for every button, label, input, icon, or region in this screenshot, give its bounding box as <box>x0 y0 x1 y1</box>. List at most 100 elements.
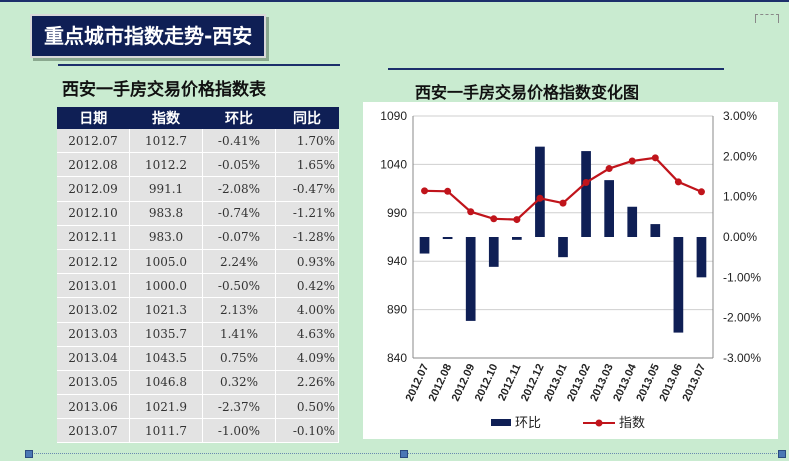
cell-date: 2013.01 <box>57 273 130 299</box>
cell-date: 2013.05 <box>57 370 130 396</box>
cell-yoy: 0.93% <box>275 249 339 275</box>
point-index <box>513 216 521 224</box>
cell-yoy: -0.10% <box>275 418 339 444</box>
cell-mom: -0.05% <box>202 152 276 178</box>
table-row: 2013.01 1000.0 -0.50% 0.42% <box>57 273 339 299</box>
chart-panel: 1090 1040 990 940 890 840 3.00% 2.00% 1.00% 0.00%… <box>363 102 778 439</box>
y-left-tick-label: 840 <box>387 351 407 365</box>
resize-handle-right[interactable] <box>778 450 786 458</box>
cell-yoy: 1.70% <box>275 129 339 154</box>
cell-date: 2012.11 <box>57 225 130 250</box>
cell-mom: -0.50% <box>202 273 276 299</box>
table-row: 2013.04 1043.5 0.75% 4.09% <box>57 346 339 371</box>
cell-yoy: 0.50% <box>275 394 339 420</box>
table-row: 2013.06 1021.9 -2.37% 0.50% <box>57 394 339 420</box>
cell-yoy: 0.42% <box>275 273 339 299</box>
point-index <box>697 188 705 196</box>
cell-index: 1000.0 <box>129 273 203 299</box>
y-right-tick-label: -3.00% <box>723 351 761 365</box>
cell-date: 2012.12 <box>57 249 130 275</box>
cell-yoy: -1.28% <box>275 225 339 250</box>
cell-yoy: -0.47% <box>275 176 339 202</box>
cell-index: 1012.2 <box>129 152 203 178</box>
cell-date: 2012.08 <box>57 152 130 178</box>
line-index <box>424 156 702 221</box>
cell-date: 2013.02 <box>57 297 130 323</box>
table-row: 2012.07 1012.7 -0.41% 1.70% <box>57 129 339 154</box>
cell-date: 2013.06 <box>57 394 130 420</box>
point-index <box>490 215 498 223</box>
y-right-tick-label: 3.00% <box>723 109 757 123</box>
bar-mom <box>650 224 661 237</box>
bar-mom <box>512 237 522 240</box>
table-row: 2012.10 983.8 -0.74% -1.21% <box>57 201 339 226</box>
cell-mom: -1.00% <box>202 418 276 444</box>
cell-date: 2013.04 <box>57 346 130 371</box>
cell-yoy: 4.63% <box>275 322 339 347</box>
header-yoy: 同比 <box>275 107 339 129</box>
corner-mark <box>755 14 779 23</box>
cell-yoy: 1.65% <box>275 152 339 178</box>
y-left-tick-label: 1090 <box>380 109 407 123</box>
point-index <box>444 187 452 195</box>
point-index <box>582 179 590 187</box>
chart-title: 西安一手房交易价格指数变化图 <box>415 83 640 102</box>
cell-index: 1011.7 <box>129 418 203 444</box>
legend-bar-swatch <box>491 419 511 426</box>
cell-mom: -2.08% <box>202 176 276 202</box>
table-row: 2012.12 1005.0 2.24% 0.93% <box>57 249 339 275</box>
top-rule <box>0 0 789 2</box>
bar-mom <box>419 237 430 254</box>
table-row: 2012.08 1012.2 -0.05% 1.65% <box>57 152 339 178</box>
table-row: 2013.02 1021.3 2.13% 4.00% <box>57 297 339 323</box>
y-right-tick-label: 0.00% <box>723 230 757 244</box>
table-title-rule <box>58 64 340 66</box>
legend-line-label: 指数 <box>619 416 645 431</box>
cell-yoy: 4.09% <box>275 346 339 371</box>
y-right-tick-label: 1.00% <box>723 190 757 204</box>
resize-handle-left[interactable] <box>25 450 33 458</box>
point-index <box>674 178 682 186</box>
table-row: 2012.11 983.0 -0.07% -1.28% <box>57 225 339 250</box>
bar-mom <box>442 237 453 240</box>
y-left-tick-label: 890 <box>387 303 407 317</box>
cell-yoy: -1.21% <box>275 201 339 226</box>
point-index <box>421 187 429 195</box>
header-index: 指数 <box>129 107 203 129</box>
point-index <box>536 194 544 202</box>
cell-date: 2012.10 <box>57 201 130 226</box>
cell-mom: 2.13% <box>202 297 276 323</box>
y-right-tick-label: -1.00% <box>723 270 761 284</box>
cell-index: 1043.5 <box>129 346 203 371</box>
cell-index: 991.1 <box>129 176 203 202</box>
bar-mom <box>673 237 684 333</box>
header-mom: 环比 <box>202 107 276 129</box>
point-index <box>628 157 636 165</box>
cell-date: 2013.07 <box>57 418 130 444</box>
x-tick-label: 2013.07 <box>680 362 708 403</box>
chart-title-rule <box>388 68 724 70</box>
bar-mom <box>465 237 476 321</box>
resize-handle-center[interactable] <box>400 450 408 458</box>
legend-line-marker <box>595 419 603 427</box>
cell-index: 1005.0 <box>129 249 203 275</box>
cell-date: 2013.03 <box>57 322 130 347</box>
index-table: 日期 指数 环比 同比 2012.07 1012.7 -0.41% 1.70% 2012… <box>57 107 339 444</box>
table-row: 2012.09 991.1 -2.08% -0.47% <box>57 176 339 202</box>
bar-mom <box>696 237 707 278</box>
cell-index: 1046.8 <box>129 370 203 396</box>
table-header-row: 日期 指数 环比 同比 <box>57 107 339 129</box>
cell-mom: 0.32% <box>202 370 276 396</box>
cell-index: 1012.7 <box>129 129 203 154</box>
cell-mom: -2.37% <box>202 394 276 420</box>
y-left-tick-label: 1040 <box>380 157 407 171</box>
point-index <box>467 208 475 216</box>
table-row: 2013.05 1046.8 0.32% 2.26% <box>57 370 339 396</box>
bar-mom <box>558 237 568 258</box>
cell-index: 983.0 <box>129 225 203 250</box>
point-index <box>605 165 613 173</box>
cell-index: 1021.3 <box>129 297 203 323</box>
chart-svg: 1090 1040 990 940 890 840 3.00% 2.00% 1.00% 0.00%… <box>380 109 761 431</box>
cell-date: 2012.07 <box>57 129 130 154</box>
cell-mom: -0.07% <box>202 225 276 250</box>
